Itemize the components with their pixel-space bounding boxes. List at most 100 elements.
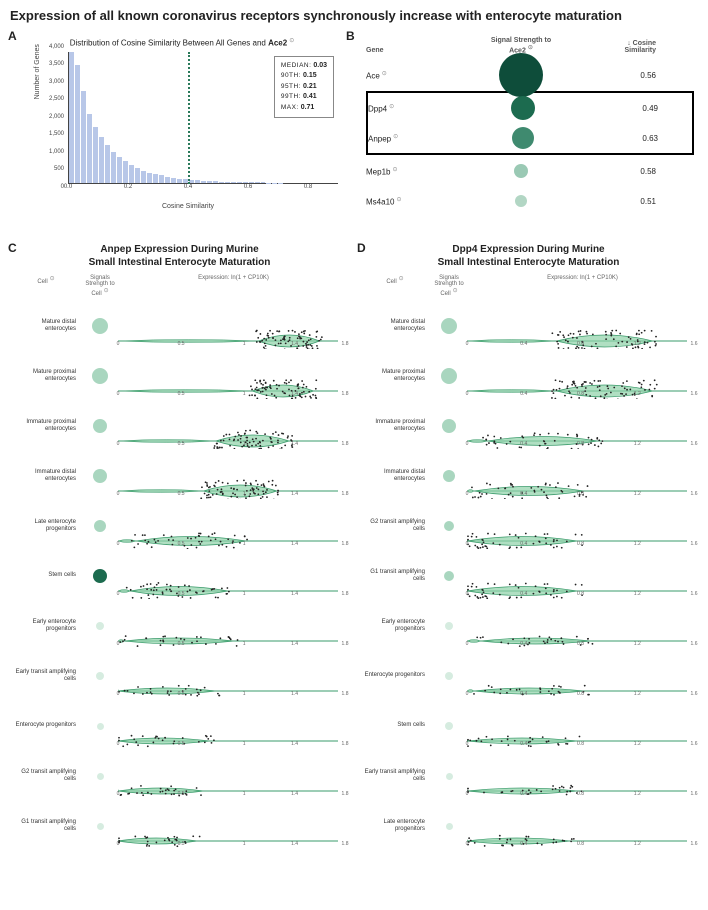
signal-dot-wrap	[431, 521, 467, 531]
hist-refline	[188, 52, 190, 184]
celltype-label: Mature proximal enterocytes	[10, 369, 82, 383]
celltype-label: Immature proximal enterocytes	[359, 419, 431, 433]
signal-dot-wrap	[82, 823, 118, 830]
col-signal: Signals Strength to Cell	[85, 275, 114, 297]
gene-name: Dpp4⊙	[368, 103, 448, 114]
signal-dot-wrap	[448, 127, 598, 149]
info-icon: ⊙	[528, 45, 533, 51]
info-icon: ⊙	[396, 197, 401, 203]
panel-a-label: A	[8, 29, 17, 43]
panel-d-rows: Mature distal enterocytes00.40.81.21.6Ma…	[359, 301, 698, 851]
signal-dot	[442, 419, 456, 433]
violin-plot: 00.511.41.8	[118, 503, 349, 549]
cos-value: 0.63	[598, 134, 658, 143]
violin-plot: 00.511.41.8	[118, 703, 349, 749]
celltype-row: Immature distal enterocytes00.511.41.8	[10, 451, 349, 501]
signal-dot-wrap	[82, 318, 118, 334]
xticks: 00.40.81.21.6	[467, 391, 694, 399]
gene-row: Dpp4⊙0.49	[368, 93, 692, 123]
celltype-label: Enterocyte progenitors	[359, 672, 431, 679]
signal-dot-wrap	[431, 722, 467, 730]
xticks: 00.40.81.21.6	[467, 441, 694, 449]
signal-dot-wrap	[431, 823, 467, 830]
xticks: 00.511.41.8	[118, 841, 345, 849]
celltype-row: Early enterocyte progenitors 00.511.41.8	[10, 601, 349, 651]
gene-name: Ace⊙	[366, 70, 446, 81]
celltype-row: G2 transit amplifying cells00.511.41.8	[10, 751, 349, 801]
stats-box: MEDIAN: 0.03 90TH: 0.15 95TH: 0.21 99TH:…	[274, 56, 334, 119]
panel-d-title-l1: Dpp4 Expression During Murine	[452, 244, 604, 255]
signal-dot-wrap	[431, 318, 467, 334]
violin-plot: 00.40.81.21.6	[467, 553, 698, 599]
celltype-row: Immature proximal enterocytes 00.40.81.21…	[359, 401, 698, 451]
signal-dot-wrap	[446, 53, 596, 97]
celltype-row: Enterocyte progenitors 00.40.81.21.6	[359, 651, 698, 701]
panel-a-title: Distribution of Cosine Similarity Betwee…	[28, 37, 336, 48]
signal-dot-wrap	[82, 672, 118, 680]
signal-dot	[92, 368, 108, 384]
signal-dot	[499, 53, 543, 97]
panel-d-header: Cell⊙ Signals Strength to Cell⊙ Expressi…	[359, 275, 698, 297]
celltype-row: Enterocyte progenitors00.511.41.8	[10, 701, 349, 751]
signal-dot	[441, 368, 457, 384]
signal-dot	[446, 823, 453, 830]
info-icon: ⊙	[392, 167, 397, 173]
sort-icon[interactable]: ↓	[627, 40, 631, 47]
violin-plot: 00.511.41.8	[118, 803, 349, 849]
signal-dot	[445, 622, 453, 630]
celltype-label: Mature proximal enterocytes	[359, 369, 431, 383]
panel-a-title-gene: Ace2	[268, 39, 287, 48]
celltype-label: Early transit amplifying cells	[10, 669, 82, 683]
celltype-row: Mature proximal enterocytes 00.40.81.21.6	[359, 351, 698, 401]
gene-name: Mep1b⊙	[366, 166, 446, 177]
xticks: 00.40.81.21.6	[467, 591, 694, 599]
celltype-row: Early enterocyte progenitors00.40.81.21.…	[359, 601, 698, 651]
signal-dot-wrap	[431, 773, 467, 780]
xticks: 00.511.41.8	[118, 441, 345, 449]
celltype-row: Mature distal enterocytes00.511.41.8	[10, 301, 349, 351]
signal-dot	[93, 469, 107, 483]
violin-plot: 00.511.41.8	[118, 303, 349, 349]
panel-b-rows: Ace⊙0.56Dpp4⊙0.49Anpep⊙0.63Mep1b⊙0.58Ms4…	[366, 60, 694, 216]
signal-dot	[96, 672, 104, 680]
xticks: 00.40.81.21.6	[467, 491, 694, 499]
xticks: 00.511.41.8	[118, 541, 345, 549]
stat-max: 0.71	[301, 104, 315, 111]
signal-dot-wrap	[431, 419, 467, 433]
celltype-row: Mature distal enterocytes00.40.81.21.6	[359, 301, 698, 351]
panel-c-title-l2: Small Intestinal Enterocyte Maturation	[89, 257, 271, 268]
panel-d-title-l2: Small Intestinal Enterocyte Maturation	[438, 257, 620, 268]
celltype-label: G2 transit amplifying cells	[359, 519, 431, 533]
celltype-label: Early transit amplifying cells	[359, 769, 431, 783]
celltype-label: Early enterocyte progenitors	[10, 619, 82, 633]
violin-plot: 00.511.41.8	[118, 553, 349, 599]
violin-plot: 00.40.81.21.6	[467, 653, 698, 699]
col-cell: Cell	[37, 279, 47, 285]
celltype-label: G1 transit amplifying cells	[359, 569, 431, 583]
gene-row: Anpep⊙0.63	[368, 123, 692, 153]
signal-dot-wrap	[446, 195, 596, 207]
xticks: 00.511.41.8	[118, 341, 345, 349]
xticks: 00.40.81.21.6	[467, 691, 694, 699]
celltype-row: Early transit amplifying cells00.40.81.2…	[359, 751, 698, 801]
celltype-label: Late enterocyte progenitors	[359, 819, 431, 833]
panel-d-title: Dpp4 Expression During Murine Small Inte…	[359, 243, 698, 269]
col-expr: Expression: ln(1 + CP10K)	[547, 275, 618, 281]
celltype-row: Late enterocyte progenitors00.511.41.8	[10, 501, 349, 551]
celltype-label: Early enterocyte progenitors	[359, 619, 431, 633]
signal-dot-wrap	[82, 368, 118, 384]
gene-row: Ms4a10⊙0.51	[366, 186, 694, 216]
signal-dot-wrap	[431, 470, 467, 482]
celltype-row: G1 transit amplifying cells 00.40.81.21.6	[359, 551, 698, 601]
signal-dot	[514, 164, 528, 178]
cos-value: 0.58	[596, 167, 656, 176]
signal-dot-wrap	[82, 773, 118, 780]
xticks: 00.511.41.8	[118, 391, 345, 399]
info-icon: ⊙	[104, 288, 109, 294]
xticks: 00.511.41.8	[118, 641, 345, 649]
celltype-row: Immature distal enterocytes00.40.81.21.6	[359, 451, 698, 501]
celltype-row: Early transit amplifying cells00.511.41.…	[10, 651, 349, 701]
signal-dot	[96, 622, 104, 630]
celltype-label: Immature proximal enterocytes	[10, 419, 82, 433]
xticks: 00.40.81.21.6	[467, 841, 694, 849]
